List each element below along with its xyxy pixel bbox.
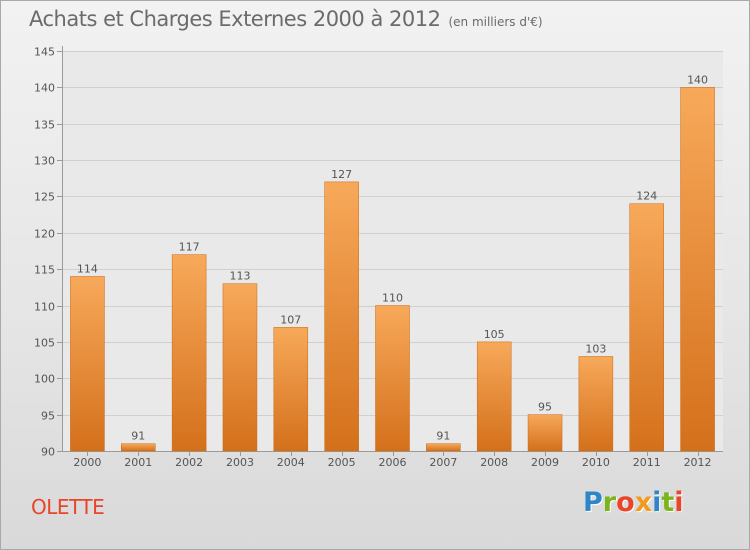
data-label: 91 [436,430,450,443]
bar [171,254,207,452]
data-label: 124 [636,190,657,203]
x-tick-label: 2011 [633,456,661,469]
y-tick-label: 105 [34,337,55,350]
x-tick-label: 2001 [124,456,152,469]
y-tick-label: 145 [34,46,55,59]
proxiti-logo: Proxiti [583,487,684,518]
y-tick-label: 120 [34,228,55,241]
chart-title: Achats et Charges Externes 2000 à 2012 [29,7,441,31]
y-tick-label: 140 [34,82,55,95]
x-tick-label: 2007 [429,456,457,469]
x-tick-label: 2008 [480,456,508,469]
y-tick-label: 95 [41,410,55,423]
data-label: 107 [280,313,301,326]
bar [222,283,258,452]
x-tick-label: 2002 [175,456,203,469]
logo-letter: i [652,487,662,518]
bar [629,203,664,452]
bar [426,443,461,452]
data-label: 105 [484,328,505,341]
chart-title-group: Achats et Charges Externes 2000 à 2012 (e… [29,7,543,31]
data-label: 113 [229,270,250,283]
logo-letter: o [616,487,635,518]
x-tick-label: 2009 [531,456,559,469]
data-label: 110 [382,292,403,305]
place-name: OLETTE [31,495,105,519]
x-tick-label: 2005 [328,456,356,469]
bar [578,356,614,452]
bar [476,341,512,452]
y-tick-label: 125 [34,191,55,204]
bar [121,443,156,452]
chart-unit-note: (en milliers d'€) [448,15,543,29]
y-tick-label: 110 [34,301,55,314]
y-tick-label: 90 [41,446,55,459]
bar [70,276,105,452]
x-tick-label: 2000 [73,456,101,469]
bar [680,87,715,452]
data-label: 117 [179,241,200,254]
data-label: 103 [585,342,606,355]
logo-letter: r [602,487,617,518]
y-tick-label: 135 [34,119,55,132]
bar [324,181,359,452]
x-tick-label: 2010 [582,456,610,469]
bar [527,414,563,452]
data-label: 127 [331,168,352,181]
bar [375,305,410,452]
logo-letter: i [674,487,684,518]
data-label: 114 [77,262,98,275]
logo-letter: P [583,487,603,518]
x-tick-label: 2004 [277,456,305,469]
y-tick-label: 130 [34,155,55,168]
logo-letter: t [661,487,675,518]
y-tick-label: 115 [34,264,55,277]
y-tick-label: 100 [34,373,55,386]
logo-letter: x [634,487,653,518]
data-label: 95 [538,401,552,414]
data-label: 91 [131,430,145,443]
bar [273,327,309,452]
x-tick-label: 2012 [684,456,712,469]
data-label: 140 [687,73,708,86]
x-tick-label: 2003 [226,456,254,469]
x-tick-label: 2006 [379,456,407,469]
